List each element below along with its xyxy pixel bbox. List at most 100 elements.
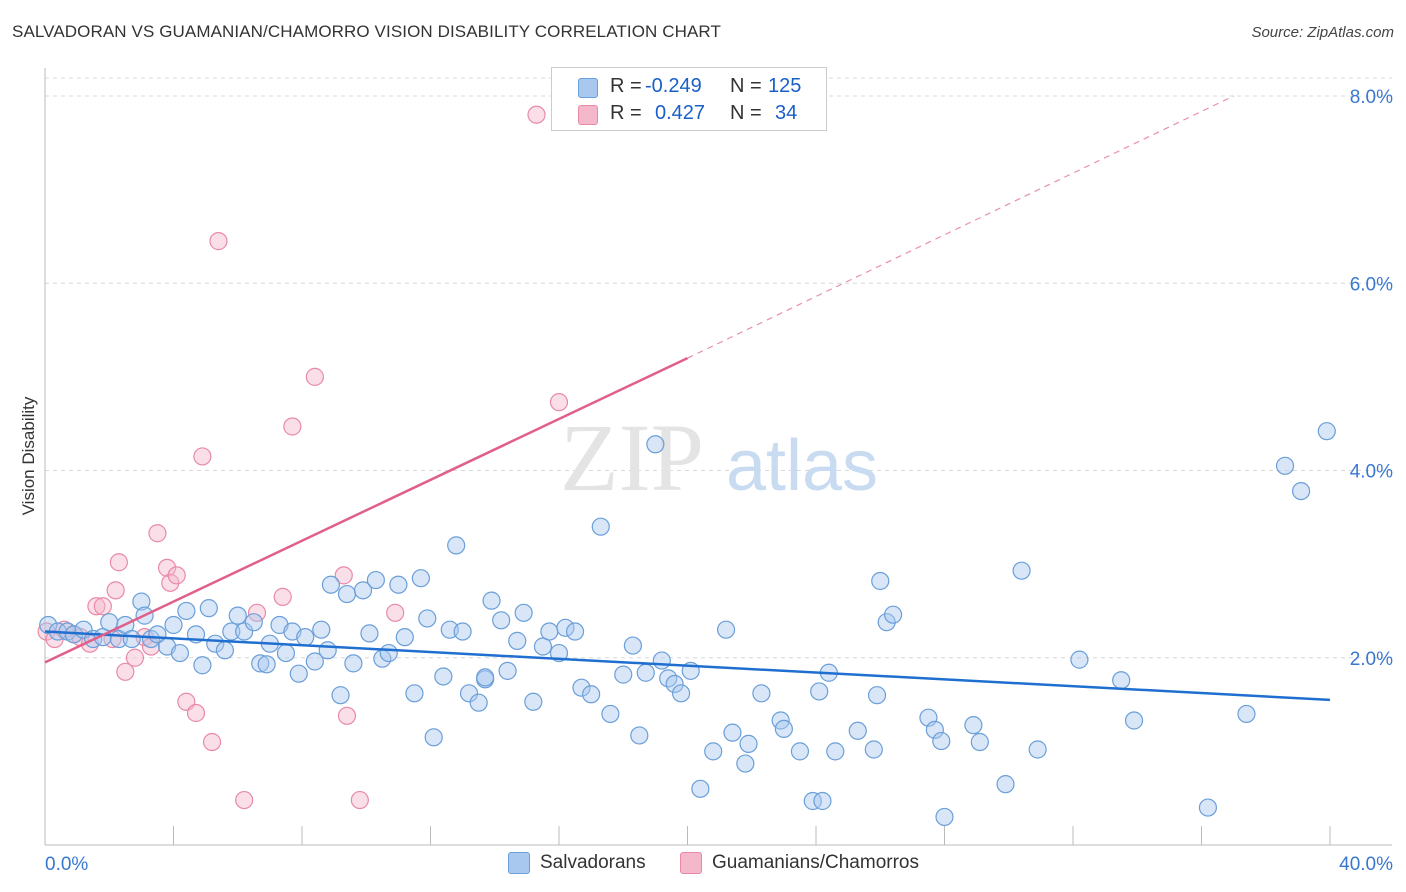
guamanian-point (116, 662, 135, 681)
salvadoran-point (447, 536, 466, 555)
guamanian-point (167, 566, 186, 585)
salvadoran-point (1198, 798, 1218, 817)
legend-n-value: 34 (775, 102, 798, 124)
watermark: ZIP atlas (560, 404, 878, 511)
salvadoran-point (132, 592, 151, 611)
salvadoran-point (623, 636, 642, 655)
salvadoran-point (514, 603, 533, 622)
guamanian-point (186, 703, 206, 723)
axes (44, 68, 1392, 846)
salvadoran-point (411, 569, 430, 588)
salvadoran-point (1070, 650, 1089, 669)
legend-r-label: R = (610, 102, 642, 124)
salvadoran-point (1112, 671, 1131, 690)
guamanian-point (148, 524, 167, 543)
salvadoran-point (533, 637, 553, 656)
salvadoran-point (925, 720, 944, 739)
salvadoran-point (665, 674, 684, 694)
salvadoran-point (177, 601, 196, 621)
guamanian-point (273, 587, 292, 606)
salvadoran-point (360, 624, 379, 643)
source-label: Source: ZipAtlas.com (1251, 24, 1394, 41)
salvadoran-point (1124, 711, 1144, 730)
legend-n-value: 125 (768, 75, 802, 97)
salvadoran-point (636, 663, 655, 682)
guamanian-point (93, 597, 112, 616)
guamanian-point (109, 553, 128, 572)
salvadoran-point (549, 643, 569, 663)
salvadoran-point (614, 665, 633, 684)
y-axis-label: Vision Disability (19, 396, 38, 515)
guamanian-point (106, 581, 125, 600)
salvadoran-point (199, 599, 218, 618)
salvadoran-point (39, 615, 58, 635)
salvadoran-point (1028, 740, 1047, 759)
salvadoran-point (164, 615, 183, 635)
salvadoran-point (482, 591, 501, 610)
salvadoran-point (344, 654, 363, 673)
salvadoran-point (453, 622, 472, 641)
salvadoran-point (970, 732, 989, 752)
salvadoran-point (572, 678, 591, 697)
salvadoran-point (251, 654, 270, 673)
salvadoran-point (935, 807, 954, 827)
guamanian-trend-line (44, 357, 689, 664)
salvadoran-point (630, 726, 649, 745)
legend-n-label: N = (730, 102, 762, 124)
legend-swatch-blue (578, 78, 598, 98)
legend-r-label: R = (610, 75, 642, 97)
stats-legend: R = -0.249 N = 125 R = 0.427 N = 34 (551, 67, 827, 131)
legend-row-guamanians: R = 0.427 N = 34 (552, 100, 826, 128)
salvadoran-point (318, 641, 337, 660)
salvadoran-point (469, 693, 488, 712)
salvadoran-point (810, 682, 829, 701)
salvadoran-point (691, 779, 710, 798)
legend-row-salvadorans: R = -0.249 N = 125 (552, 73, 826, 101)
salvadoran-point (813, 791, 832, 811)
guamanian-point (202, 732, 222, 752)
salvadoran-point (459, 684, 479, 703)
salvadoran-point (235, 622, 254, 641)
guamanian-point (305, 367, 324, 386)
salvadoran-point (379, 643, 398, 663)
salvadoran-point (752, 684, 771, 703)
bottom-legend-swatch-blue (508, 852, 530, 874)
y-tick-label: 6.0% (1350, 274, 1393, 295)
salvadoran-point (289, 664, 308, 683)
guamanian-point (527, 105, 546, 124)
salvadoran-point (582, 685, 601, 704)
legend-r-value: 0.427 (655, 102, 706, 124)
salvadoran-point (389, 575, 408, 594)
salvadoran-point (353, 581, 373, 600)
salvadoran-point (508, 631, 527, 650)
salvadoran-point (498, 661, 517, 680)
salvadoran-point (337, 584, 357, 604)
salvadoran-point (1012, 561, 1031, 580)
guamanian-point (337, 706, 357, 725)
salvadoran-point (601, 704, 620, 724)
guamanian-point (193, 447, 212, 466)
salvadoran-point (296, 628, 315, 647)
salvadoran-point (222, 622, 241, 641)
salvadoran-point (170, 643, 190, 663)
legend-r-value: -0.249 (645, 75, 702, 97)
y-tick-label: 4.0% (1350, 462, 1393, 483)
salvadoran-point (704, 742, 723, 761)
salvadoran-point (932, 731, 951, 751)
legend-swatch-pink (578, 105, 598, 125)
tick-labels: 2.0% 4.0% 6.0% 8.0% 0.0% 40.0% (45, 87, 1393, 875)
salvadoran-point (883, 605, 903, 624)
guamanian-point (334, 566, 353, 585)
salvadoran-point (591, 517, 610, 536)
salvadoran-point (215, 641, 234, 660)
guamanian-point (549, 393, 569, 412)
guamanian-point (209, 232, 228, 251)
salvadoran-point (434, 667, 453, 686)
salvadoran-point (540, 622, 559, 641)
salvadoran-point (321, 575, 341, 594)
salvadoran-point (395, 628, 414, 647)
salvadoran-point (652, 651, 671, 670)
salvadoran-point (739, 734, 758, 753)
guamanian-point (283, 417, 302, 436)
